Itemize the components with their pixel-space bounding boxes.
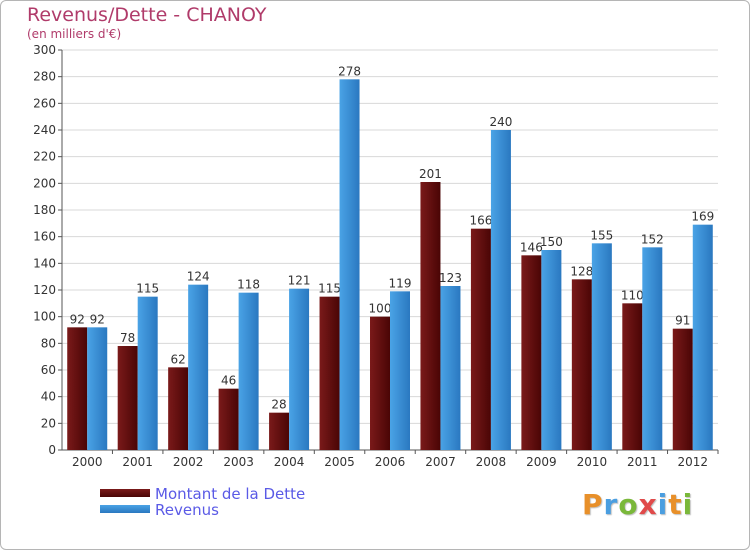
y-tick-label: 0 (48, 443, 56, 457)
data-label-debt: 91 (675, 314, 690, 328)
bar-debt (370, 316, 390, 450)
data-label-debt: 201 (419, 167, 442, 181)
logo-letter: i (682, 488, 694, 521)
data-label-revenue: 121 (288, 274, 311, 288)
data-label-debt: 166 (469, 214, 492, 228)
bar-revenue (137, 296, 158, 450)
bar-revenue (490, 130, 511, 450)
legend-swatch-debt (100, 489, 150, 497)
bar-debt (269, 412, 290, 450)
data-label-revenue: 124 (187, 270, 210, 284)
y-tick-label: 60 (41, 363, 56, 377)
x-tick-label: 2006 (375, 455, 406, 469)
y-tick-label: 80 (41, 336, 56, 350)
logo-letter: o (618, 488, 639, 521)
bar-debt (571, 279, 592, 450)
logo-letter: x (638, 488, 658, 521)
y-tick-label: 200 (33, 176, 56, 190)
bar-revenue (591, 243, 612, 450)
data-label-debt: 62 (171, 352, 186, 366)
y-tick-label: 40 (41, 390, 56, 404)
logo-letter: r (603, 488, 619, 521)
data-label-debt: 92 (70, 312, 85, 326)
bar-debt (672, 328, 693, 450)
chart-subtitle: (en milliers d'€) (27, 27, 122, 41)
x-tick-label: 2010 (577, 455, 608, 469)
data-label-debt: 28 (271, 398, 286, 412)
data-label-debt: 110 (621, 288, 644, 302)
logo-letter: i (657, 488, 669, 521)
legend-label-revenue: Revenus (155, 501, 219, 519)
logo-letter: P (582, 488, 604, 521)
bar-debt (521, 255, 542, 450)
proxiti-logo: Proxiti (582, 488, 693, 521)
data-label-revenue: 152 (641, 232, 664, 246)
x-tick-label: 2009 (526, 455, 557, 469)
bar-debt (117, 346, 138, 450)
x-tick-label: 2007 (425, 455, 456, 469)
legend-label-debt: Montant de la Dette (155, 485, 306, 503)
data-label-revenue: 155 (590, 228, 613, 242)
bar-revenue (87, 327, 108, 450)
bar-revenue (289, 288, 310, 450)
chart-title: Revenus/Dette - CHANOY (27, 4, 267, 26)
data-label-revenue: 278 (338, 64, 361, 78)
bar-debt (67, 327, 88, 450)
data-label-debt: 115 (318, 282, 341, 296)
x-tick-label: 2000 (72, 455, 103, 469)
bar-debt (168, 367, 189, 450)
bar-debt (218, 388, 239, 450)
y-tick-label: 220 (33, 150, 56, 164)
y-tick-label: 100 (33, 310, 56, 324)
bar-revenue (238, 292, 259, 450)
bar-chart: 0 20 40 60 80 100 120 140 160 180 200 220 240 260 280 3… (33, 43, 719, 469)
bar-debt (470, 228, 491, 450)
bar-revenue (188, 284, 209, 450)
bar-revenue (692, 224, 713, 450)
data-label-revenue: 118 (237, 278, 260, 292)
data-label-debt: 46 (221, 374, 236, 388)
logo-letter: t (668, 488, 683, 521)
data-label-debt: 128 (570, 264, 593, 278)
y-tick-label: 140 (33, 256, 56, 270)
y-tick-label: 260 (33, 96, 56, 110)
x-tick-label: 2001 (122, 455, 153, 469)
y-tick-label: 240 (33, 123, 56, 137)
bar-debt (319, 296, 340, 450)
data-label-revenue: 119 (389, 276, 412, 290)
bar-revenue (339, 79, 360, 450)
y-tick-label: 300 (33, 43, 56, 57)
y-tick-label: 20 (41, 416, 56, 430)
bar-revenue (390, 291, 410, 450)
bar-debt (420, 182, 441, 450)
y-tick-label: 160 (33, 230, 56, 244)
y-tick-label: 180 (33, 203, 56, 217)
data-label-debt: 78 (120, 331, 135, 345)
data-label-revenue: 240 (489, 115, 512, 129)
data-label-revenue: 169 (691, 210, 714, 224)
bar-revenue (541, 250, 562, 450)
legend-swatch-revenue (100, 505, 150, 513)
x-tick-label: 2004 (274, 455, 305, 469)
x-tick-label: 2002 (173, 455, 204, 469)
x-tick-label: 2003 (223, 455, 254, 469)
data-label-revenue: 150 (540, 235, 563, 249)
bar-debt (622, 303, 643, 450)
data-label-debt: 146 (520, 240, 543, 254)
x-tick-label: 2005 (324, 455, 355, 469)
data-label-debt: 100 (369, 302, 392, 316)
data-label-revenue: 123 (439, 271, 462, 285)
x-tick-label: 2008 (476, 455, 507, 469)
data-label-revenue: 92 (90, 312, 105, 326)
x-tick-label: 2012 (677, 455, 708, 469)
x-tick-label: 2011 (627, 455, 658, 469)
data-label-revenue: 115 (136, 282, 159, 296)
bar-revenue (642, 247, 663, 450)
y-tick-label: 120 (33, 283, 56, 297)
bar-revenue (440, 286, 461, 450)
y-tick-label: 280 (33, 70, 56, 84)
